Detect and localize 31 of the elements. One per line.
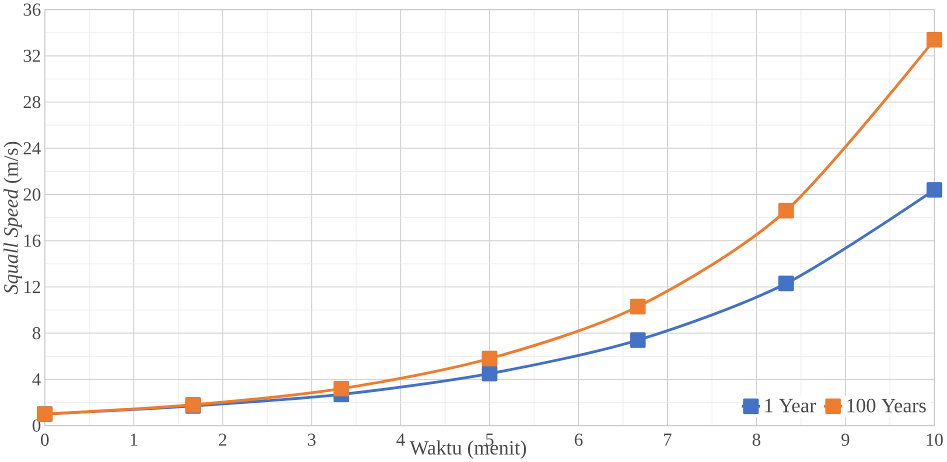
x-tick-label: 0 bbox=[40, 433, 49, 446]
y-tick-label: 24 bbox=[24, 142, 41, 154]
point bbox=[778, 276, 794, 292]
y-tick-label: 4 bbox=[32, 373, 41, 386]
point bbox=[926, 182, 942, 198]
legend-label: 1 Year bbox=[765, 398, 816, 412]
y-tick-label: 12 bbox=[24, 280, 40, 293]
y-tick-label: 32 bbox=[24, 50, 40, 62]
y-tick-label: 20 bbox=[24, 188, 40, 200]
point bbox=[778, 202, 794, 218]
x-tick-label: 1 bbox=[130, 433, 138, 446]
point bbox=[630, 332, 646, 348]
x-tick-label: 7 bbox=[664, 433, 672, 446]
point bbox=[630, 298, 646, 314]
legend-label: 100 Years bbox=[847, 398, 926, 412]
point bbox=[334, 380, 350, 396]
y-tick-label: 28 bbox=[24, 96, 40, 108]
x-tick-label: 3 bbox=[308, 433, 316, 446]
y-tick-label: 16 bbox=[24, 234, 40, 247]
x-tick-label: 9 bbox=[841, 433, 850, 446]
y-axis-title: Squall Speed (m/s) bbox=[4, 142, 22, 294]
y-tick-label: 8 bbox=[32, 326, 40, 340]
x-tick-label: 8 bbox=[752, 433, 760, 446]
x-tick-label: 10 bbox=[926, 433, 943, 446]
x-tick-label: 4 bbox=[396, 433, 405, 446]
point bbox=[482, 366, 498, 382]
point bbox=[926, 32, 942, 48]
x-tick-label: 2 bbox=[218, 433, 226, 446]
y-tick-label: 36 bbox=[24, 3, 40, 16]
point bbox=[482, 350, 498, 366]
x-tick-label: 6 bbox=[574, 433, 583, 446]
